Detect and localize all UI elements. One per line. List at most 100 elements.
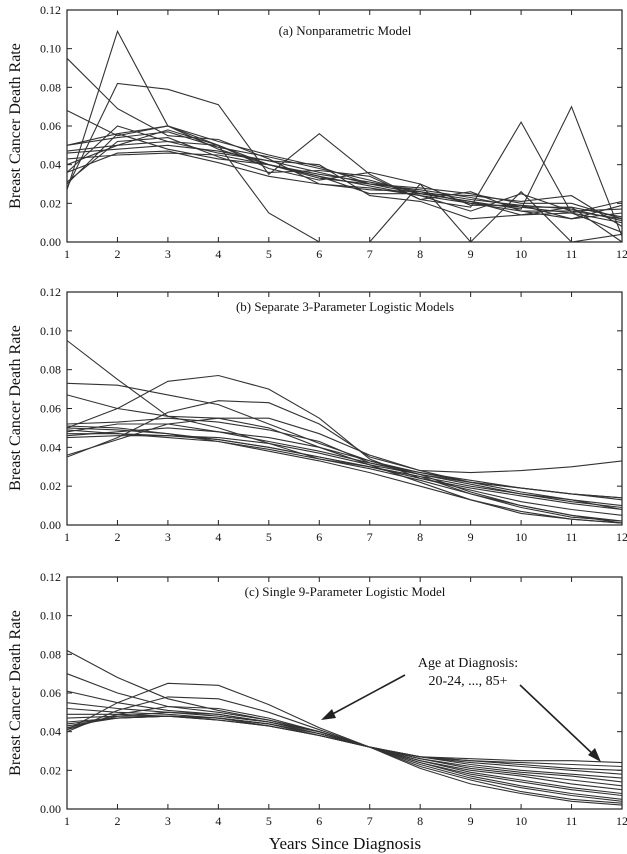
panel-a-series-line-12 — [66, 140, 623, 220]
panel-a-series-line-3 — [66, 82, 623, 214]
panel-c-series-line-11 — [66, 711, 623, 800]
panel-a-x-tick-label: 12 — [616, 247, 627, 261]
panel-c-y-axis-label: Breast Cancer Death Rate — [7, 610, 24, 776]
panel-b-series-line-2 — [66, 382, 623, 524]
panel-c-y-tick-label: 0.04 — [40, 725, 61, 739]
panel-c-y-tick-label: 0.00 — [40, 802, 61, 816]
panel-a: (a) Nonparametric Model Breast Cancer De… — [7, 3, 627, 261]
panel-a-x-tick-label: 10 — [515, 247, 527, 261]
panel-a-x-tick-label: 2 — [114, 247, 120, 261]
panel-b-y-tick-label: 0.04 — [40, 440, 61, 454]
panel-a-x-tick-label: 4 — [215, 247, 221, 261]
panel-b-x-tick-label: 9 — [468, 530, 474, 544]
panel-b-y-tick-label: 0.02 — [40, 479, 61, 493]
panel-c-x-tick-label: 2 — [114, 814, 120, 828]
panel-c-y-tick-label: 0.12 — [40, 570, 61, 584]
panel-b-series-line-8 — [66, 423, 623, 511]
annotation-arrow-right — [519, 684, 598, 759]
panel-a-y-tick-label: 0.00 — [40, 235, 61, 249]
panel-a-x-tick-label: 3 — [165, 247, 171, 261]
panel-c-series-line-7 — [66, 715, 623, 787]
panel-a-series-line-6 — [66, 125, 623, 220]
annotation-line-2: 20-24, ..., 85+ — [428, 674, 507, 689]
panel-c-series-line-2 — [66, 673, 623, 768]
panel-b-series-line-13 — [66, 429, 623, 522]
panel-b-x-tick-label: 4 — [215, 530, 221, 544]
panel-b: (b) Separate 3-Parameter Logistic Models… — [7, 285, 627, 544]
panel-b-title: (b) Separate 3-Parameter Logistic Models — [236, 299, 454, 314]
panel-a-x-tick-label: 8 — [417, 247, 423, 261]
panel-b-x-tick-label: 2 — [114, 530, 120, 544]
panel-a-y-tick-label: 0.12 — [40, 3, 61, 17]
panel-c-series-line-12 — [66, 705, 623, 802]
panel-a-x-tick-label: 1 — [64, 247, 70, 261]
panel-a-x-tick-label: 5 — [266, 247, 272, 261]
panel-a-series-line-14 — [66, 133, 623, 243]
panel-a-y-tick-label: 0.10 — [40, 42, 61, 56]
panel-c-title: (c) Single 9-Parameter Logistic Model — [245, 584, 446, 599]
panel-c-x-tick-label: 8 — [417, 814, 423, 828]
panel-c-series-line-14 — [66, 682, 623, 806]
panel-a-series-line-10 — [66, 131, 623, 227]
panel-b-x-tick-label: 1 — [64, 530, 70, 544]
panel-c-x-tick-label: 7 — [367, 814, 373, 828]
panel-b-x-tick-label: 12 — [616, 530, 627, 544]
panel-a-y-axis-label: Breast Cancer Death Rate — [7, 43, 24, 209]
panel-a-y-tick-label: 0.08 — [40, 80, 61, 94]
panel-a-y-tick-label: 0.02 — [40, 196, 61, 210]
panel-a-title: (a) Nonparametric Model — [279, 23, 412, 38]
panel-a-x-tick-label: 11 — [566, 247, 578, 261]
panel-b-series-line-3 — [66, 394, 623, 524]
panel-c-y-tick-label: 0.08 — [40, 647, 61, 661]
panel-b-x-tick-label: 6 — [316, 530, 322, 544]
annotation-arrowhead-left — [321, 709, 336, 720]
panel-b-y-tick-label: 0.10 — [40, 324, 61, 338]
panel-a-x-tick-label: 9 — [468, 247, 474, 261]
panel-c-y-tick-label: 0.10 — [40, 609, 61, 623]
panel-c-x-tick-label: 3 — [165, 814, 171, 828]
panel-c-frame — [66, 576, 623, 810]
panel-a-series-line-5 — [66, 125, 623, 224]
panel-c-series-line-8 — [66, 715, 623, 791]
panel-c-y-tick-label: 0.02 — [40, 763, 61, 777]
panel-a-series-line-13 — [66, 150, 623, 220]
panel-b-series-line-4 — [66, 374, 623, 516]
panel-b-series-line-6 — [66, 417, 623, 499]
panel-a-x-tick-label: 7 — [367, 247, 373, 261]
panel-c-x-tick-label: 11 — [566, 814, 578, 828]
panel-c: (c) Single 9-Parameter Logistic Model Br… — [7, 570, 627, 828]
panel-b-x-tick-label: 3 — [165, 530, 171, 544]
panel-b-y-tick-label: 0.12 — [40, 285, 61, 299]
panel-a-plot-area: 0.000.020.040.060.080.100.121 2 3 4 5 6 7 8 9 10 1… — [40, 3, 627, 261]
panel-a-series-line-2 — [66, 57, 623, 233]
panel-c-series-line-13 — [66, 696, 623, 804]
panel-a-y-tick-label: 0.04 — [40, 158, 61, 172]
panel-b-y-tick-label: 0.00 — [40, 518, 61, 532]
panel-b-series-line-1 — [66, 340, 623, 522]
panel-b-series-line-14 — [66, 425, 623, 524]
panel-b-series-line-10 — [67, 433, 623, 499]
panel-b-x-tick-label: 5 — [266, 530, 272, 544]
panel-c-x-tick-label: 4 — [215, 814, 221, 828]
annotation-arrowhead-right — [588, 748, 601, 762]
panel-a-series-line-9 — [66, 152, 623, 222]
panel-c-x-tick-label: 5 — [266, 814, 272, 828]
panel-b-plot-area: 0.000.020.040.060.080.100.121 2 3 4 5 6 7 8 9 10 1… — [40, 285, 627, 544]
panel-a-x-tick-label: 6 — [316, 247, 322, 261]
x-axis-label: Years Since Diagnosis — [269, 834, 421, 853]
panel-b-y-axis-label: Breast Cancer Death Rate — [7, 325, 24, 491]
panel-c-x-tick-label: 12 — [616, 814, 627, 828]
annotation-line-1: Age at Diagnosis: — [418, 656, 518, 671]
panel-c-series-line-9 — [66, 715, 623, 795]
panel-c-x-tick-label: 1 — [64, 814, 70, 828]
panel-c-series-line-1 — [66, 650, 623, 764]
panel-b-x-tick-label: 10 — [515, 530, 527, 544]
panel-c-plot-area: 0.000.020.040.060.080.100.121 2 3 4 5 6 7 8 9 10 1… — [40, 570, 627, 828]
panel-b-series-line-12 — [66, 435, 623, 509]
panel-b-x-tick-label: 8 — [417, 530, 423, 544]
panel-b-x-tick-label: 11 — [566, 530, 578, 544]
panel-a-series-line-11 — [66, 137, 623, 212]
panel-c-y-tick-label: 0.06 — [40, 686, 61, 700]
panel-c-series-line-10 — [66, 715, 623, 797]
